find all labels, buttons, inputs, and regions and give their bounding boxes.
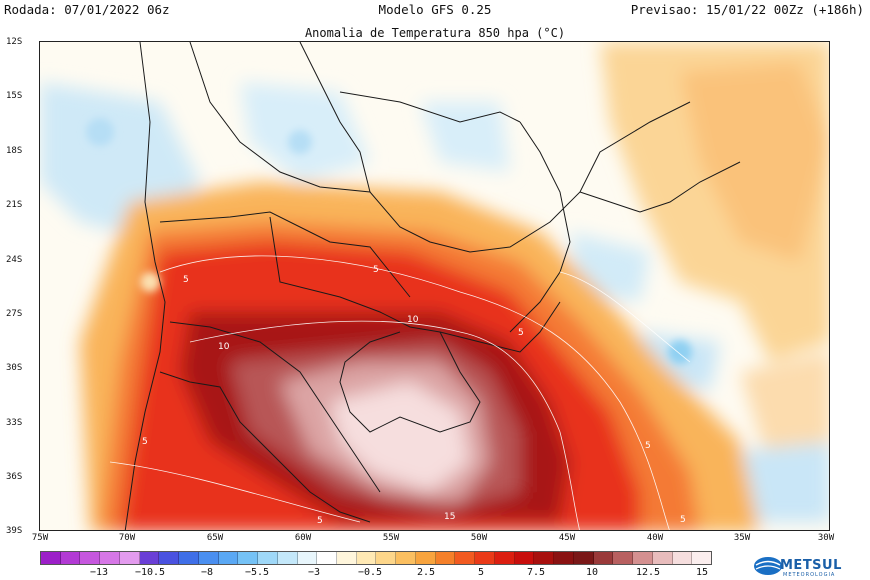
color-scale-swatch — [514, 552, 535, 564]
color-scale-tick: −8 — [200, 567, 214, 578]
lon-label: 70W — [118, 533, 136, 543]
color-scale-swatch — [692, 552, 711, 564]
color-scale-tick: 10 — [585, 567, 599, 578]
color-scale-swatch — [119, 552, 140, 564]
lat-label: 39S — [6, 526, 23, 536]
contour-label: 5 — [680, 515, 686, 525]
lon-label: 45W — [558, 533, 576, 543]
color-scale-tick: −10.5 — [134, 567, 166, 578]
color-scale-swatch — [80, 552, 101, 564]
color-scale-swatch — [672, 552, 693, 564]
color-scale-tick: −5.5 — [244, 567, 270, 578]
logo-name: METSUL — [780, 558, 842, 573]
lat-label: 24S — [6, 255, 23, 265]
lat-label: 12S — [6, 37, 23, 47]
color-scale-bar — [40, 551, 712, 565]
color-scale-swatch — [238, 552, 259, 564]
color-scale-tick: 15 — [695, 567, 709, 578]
country-borders — [124, 42, 741, 530]
lat-label: 36S — [6, 472, 23, 482]
color-scale-swatch — [356, 552, 377, 564]
lat-label: 33S — [6, 418, 23, 428]
color-scale-swatch — [100, 552, 120, 564]
color-scale-tick: 5 — [477, 567, 485, 578]
color-scale-swatch — [258, 552, 278, 564]
anomaly-map-canvas: 5 5 5 5 10 10 5 5 5 15 — [40, 42, 829, 530]
contour-label: 5 — [518, 328, 524, 338]
contour-label: 10 — [218, 342, 230, 352]
lon-label: 60W — [294, 533, 312, 543]
run-time-label: Rodada: 07/01/2022 06z — [4, 2, 170, 17]
color-scale-swatch — [179, 552, 199, 564]
color-scale-swatch — [277, 552, 298, 564]
color-scale-swatch — [593, 552, 614, 564]
logo-subtitle: METEOROLOGIA — [783, 572, 836, 578]
contour-label: 5 — [183, 275, 189, 285]
color-scale-swatch — [455, 552, 476, 564]
lon-label: 50W — [470, 533, 488, 543]
anomaly-map: 5 5 5 5 10 10 5 5 5 15 — [39, 41, 830, 531]
contour-lines — [109, 255, 691, 530]
color-scale-tick: 2.5 — [416, 567, 436, 578]
color-scale-swatch — [159, 552, 180, 564]
color-scale-swatch — [613, 552, 634, 564]
lat-label: 30S — [6, 363, 23, 373]
lat-label: 21S — [6, 200, 23, 210]
lon-label: 65W — [206, 533, 224, 543]
color-scale-swatch — [415, 552, 436, 564]
lat-label: 18S — [6, 146, 23, 156]
color-scale-swatch — [41, 552, 61, 564]
color-scale-tick: 7.5 — [526, 567, 546, 578]
anomaly-shading — [40, 42, 829, 530]
color-scale-swatch — [554, 552, 574, 564]
lon-label: 30W — [817, 533, 835, 543]
color-scale-swatch — [633, 552, 653, 564]
contour-label: 5 — [317, 516, 323, 526]
map-title: Anomalia de Temperatura 850 hpa (°C) — [304, 26, 566, 40]
color-scale-swatch — [139, 552, 160, 564]
lon-label: 55W — [382, 533, 400, 543]
contour-label: 5 — [373, 265, 379, 275]
color-scale-swatch — [297, 552, 318, 564]
color-scale-tick: −3 — [307, 567, 321, 578]
color-scale-swatch — [198, 552, 219, 564]
color-scale-swatch — [652, 552, 673, 564]
lon-label: 40W — [646, 533, 664, 543]
color-scale-swatch — [337, 552, 357, 564]
color-scale-swatch — [218, 552, 239, 564]
lon-label: 75W — [31, 533, 49, 543]
color-scale-swatch — [317, 552, 338, 564]
contour-label: 10 — [407, 315, 419, 325]
contour-label-group: 5 5 5 5 10 10 5 5 5 15 — [142, 265, 686, 526]
color-scale-swatch — [494, 552, 515, 564]
lat-label: 15S — [6, 91, 23, 101]
color-scale-swatch — [60, 552, 81, 564]
forecast-time-label: Previsao: 15/01/22 00Zz (+186h) — [630, 2, 864, 17]
lon-label: 35W — [733, 533, 751, 543]
color-scale-tick: 12.5 — [635, 567, 661, 578]
lat-label: 27S — [6, 309, 23, 319]
contour-label: 15 — [444, 512, 455, 522]
color-scale-swatch — [435, 552, 456, 564]
color-scale-swatch — [475, 552, 495, 564]
color-scale-swatch — [376, 552, 397, 564]
color-scale-tick: −13 — [89, 567, 109, 578]
color-scale-swatch — [573, 552, 594, 564]
color-scale-swatch — [534, 552, 555, 564]
model-label: Modelo GFS 0.25 — [378, 2, 492, 17]
contour-label: 5 — [142, 437, 148, 447]
metsul-logo-icon — [754, 557, 782, 575]
color-scale-tick: −0.5 — [357, 567, 383, 578]
contour-label: 5 — [645, 441, 651, 451]
anomaly-detail — [86, 118, 692, 364]
color-scale-swatch — [396, 552, 416, 564]
